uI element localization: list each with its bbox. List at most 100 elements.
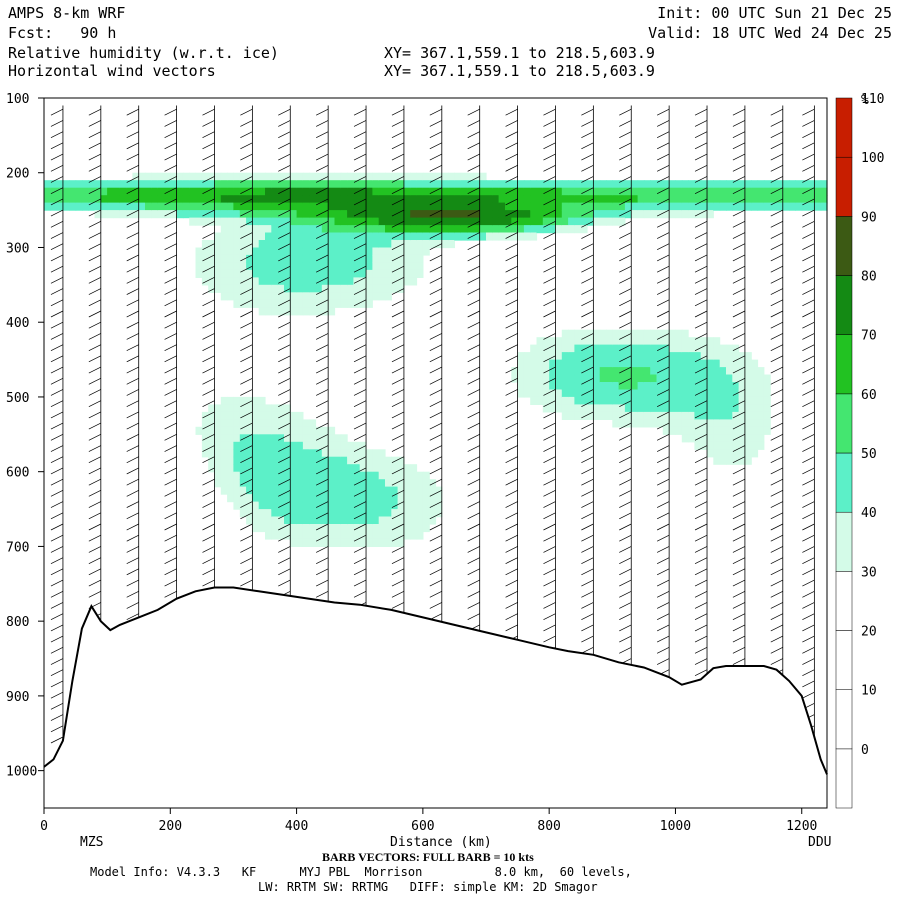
rh-cell bbox=[214, 464, 222, 473]
barb-flag bbox=[770, 299, 783, 307]
rh-cell bbox=[296, 307, 304, 316]
rh-cell bbox=[366, 232, 373, 241]
rh-cell bbox=[284, 217, 291, 226]
barb-flag bbox=[732, 108, 746, 116]
rh-cell bbox=[637, 195, 645, 204]
barb-flag bbox=[467, 198, 480, 206]
barb-flag bbox=[126, 310, 139, 318]
rh-cell bbox=[227, 479, 234, 488]
rh-cell bbox=[416, 247, 424, 256]
rh-cell bbox=[410, 269, 418, 278]
rh-cell bbox=[239, 299, 247, 308]
barb-flag bbox=[694, 344, 708, 351]
rh-cell bbox=[302, 292, 310, 301]
barb-flag bbox=[770, 164, 783, 172]
barb-flag bbox=[802, 691, 815, 699]
barb-flag bbox=[126, 344, 139, 351]
rh-cell bbox=[568, 367, 575, 376]
rh-cell bbox=[290, 486, 298, 495]
rh-cell bbox=[296, 299, 304, 308]
barb-flag bbox=[581, 277, 594, 284]
rh-cell bbox=[751, 404, 759, 413]
barb-flag bbox=[315, 389, 329, 396]
barb-flag bbox=[770, 221, 783, 228]
rh-cell bbox=[302, 217, 310, 226]
barb-flag bbox=[656, 243, 670, 251]
barb-flag bbox=[315, 243, 329, 251]
rh-cell bbox=[220, 240, 228, 249]
rh-cell bbox=[542, 210, 550, 219]
rh-cell bbox=[618, 396, 626, 405]
barb-flag bbox=[732, 389, 746, 396]
barb-flag bbox=[543, 209, 556, 217]
rh-cell bbox=[700, 382, 708, 391]
rh-cell bbox=[359, 524, 367, 533]
rh-cell bbox=[694, 187, 702, 196]
rh-cell bbox=[220, 426, 228, 435]
rh-cell bbox=[700, 389, 708, 398]
rh-cell bbox=[555, 344, 563, 353]
rh-cell bbox=[296, 180, 304, 189]
rh-cell bbox=[700, 367, 708, 376]
rh-cell bbox=[252, 509, 260, 518]
rh-cell bbox=[265, 494, 272, 503]
rh-cell bbox=[808, 202, 815, 211]
rh-cell bbox=[151, 210, 159, 219]
rh-cell bbox=[606, 187, 613, 196]
barb-flag bbox=[543, 277, 556, 284]
rh-cell bbox=[694, 382, 702, 391]
barb-flag bbox=[240, 501, 253, 508]
barb-flag bbox=[656, 321, 670, 329]
barb-flag bbox=[656, 254, 670, 262]
rh-cell bbox=[258, 180, 266, 189]
barb-flag bbox=[505, 602, 518, 609]
barb-flag bbox=[429, 400, 442, 407]
barb-flag bbox=[164, 579, 177, 587]
rh-cell bbox=[479, 225, 487, 234]
rh-cell bbox=[726, 344, 733, 353]
barb-flag bbox=[391, 467, 405, 475]
rh-cell bbox=[214, 419, 222, 428]
barb-flag bbox=[467, 490, 480, 497]
rh-cell bbox=[214, 172, 222, 181]
rh-cell bbox=[347, 269, 354, 278]
barb-flag bbox=[126, 299, 139, 307]
barb-flag bbox=[467, 243, 480, 251]
rh-cell bbox=[353, 240, 361, 249]
barb-flag bbox=[429, 411, 442, 419]
rh-cell bbox=[700, 337, 708, 346]
rh-cell bbox=[391, 202, 399, 211]
rh-cell bbox=[296, 426, 304, 435]
rh-cell bbox=[265, 434, 272, 443]
rh-cell bbox=[505, 210, 512, 219]
rh-cell bbox=[81, 202, 89, 211]
barb-flag bbox=[656, 288, 670, 295]
rh-cell bbox=[208, 247, 216, 256]
rh-cell bbox=[473, 210, 481, 219]
barb-flag bbox=[126, 568, 139, 576]
barb-flag bbox=[202, 321, 215, 329]
rh-cell bbox=[549, 382, 557, 391]
rh-cell bbox=[505, 225, 512, 234]
barb-flag bbox=[202, 557, 215, 564]
rh-cell bbox=[789, 187, 796, 196]
rh-cell bbox=[536, 396, 544, 405]
rh-cell bbox=[201, 269, 209, 278]
rh-cell bbox=[176, 180, 184, 189]
rh-cell bbox=[757, 202, 765, 211]
rh-cell bbox=[587, 352, 594, 361]
rh-cell bbox=[814, 187, 822, 196]
rh-cell bbox=[726, 195, 733, 204]
rh-cell bbox=[164, 180, 171, 189]
barb-flag bbox=[315, 254, 329, 262]
barb-flag bbox=[429, 602, 442, 609]
rh-cell bbox=[214, 247, 222, 256]
rh-cell bbox=[391, 195, 399, 204]
rh-cell bbox=[239, 501, 247, 510]
rh-cell bbox=[284, 180, 291, 189]
rh-cell bbox=[580, 396, 588, 405]
rh-cell bbox=[328, 195, 336, 204]
barb-flag bbox=[694, 299, 708, 307]
barb-flag bbox=[732, 613, 746, 620]
rh-cell bbox=[296, 434, 304, 443]
